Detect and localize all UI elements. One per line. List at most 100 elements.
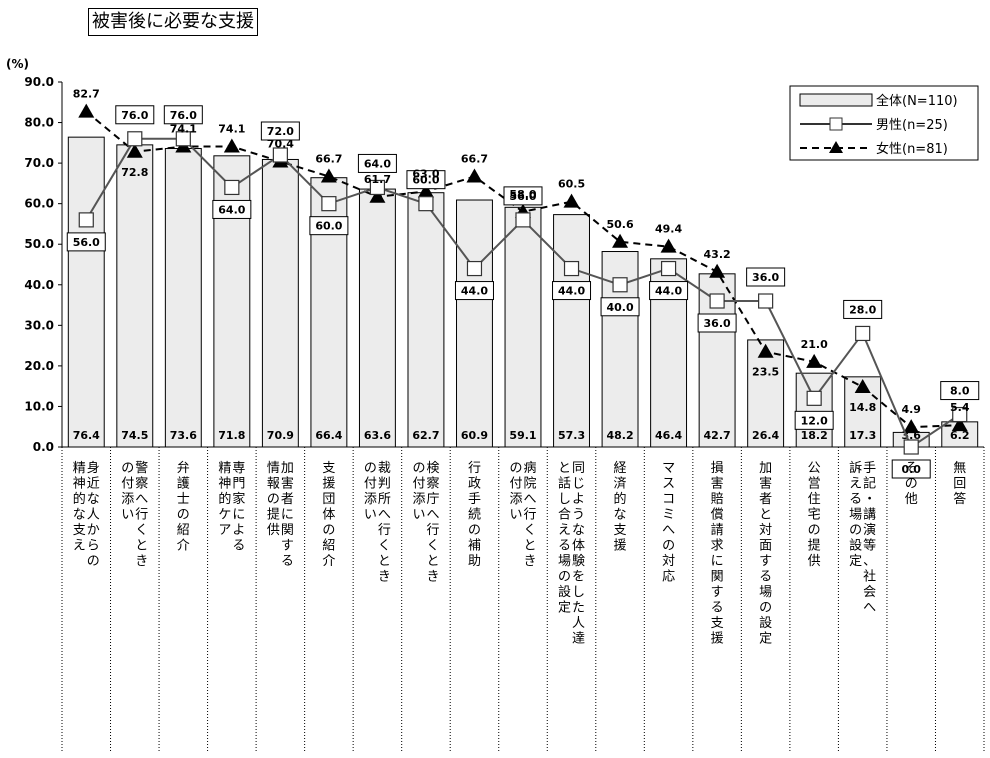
bar-value-label: 26.4 xyxy=(752,429,779,442)
bar-value-label: 46.4 xyxy=(655,429,682,442)
bar-value-label: 66.4 xyxy=(315,429,342,442)
bar-value-label: 6.2 xyxy=(950,429,970,442)
male-value-label: 60.0 xyxy=(315,220,342,233)
category-label: 精神的な支え xyxy=(73,461,86,554)
female-value-label: 58.0 xyxy=(509,188,536,201)
y-tick-label: 80.0 xyxy=(24,116,54,130)
female-point xyxy=(417,183,434,198)
female-value-label: 72.8 xyxy=(121,166,148,179)
y-tick-label: 60.0 xyxy=(24,197,54,211)
male-point xyxy=(321,196,337,212)
legend-label: 全体(N=110) xyxy=(876,93,958,109)
male-value-label: 64.0 xyxy=(364,157,391,170)
female-point xyxy=(806,353,823,368)
female-point xyxy=(854,378,871,393)
category-label: 無回答 xyxy=(953,461,966,507)
chart-title: 被害後に必要な支援 xyxy=(88,8,258,36)
male-point xyxy=(903,439,919,455)
female-value-label: 74.1 xyxy=(170,122,197,135)
female-point xyxy=(660,238,677,253)
female-value-label: 63.0 xyxy=(412,168,439,181)
female-point xyxy=(757,343,774,358)
line-labels-layer: 56.0 76.0 76.0 64.0 72.0 60.0 64.0 60.0 44.0 56.0… xyxy=(66,88,980,479)
y-tick-label: 90.0 xyxy=(24,75,54,89)
male-value-label: 76.0 xyxy=(121,109,148,122)
bar xyxy=(116,144,154,448)
category-label: 損害賠償請求に関する支援 xyxy=(711,461,724,647)
male-point xyxy=(612,277,628,293)
male-value-box xyxy=(649,281,689,301)
category-label: 検察庁へ行くとき xyxy=(426,461,439,585)
male-value-box xyxy=(212,199,252,219)
lines-layer xyxy=(78,103,968,455)
bar xyxy=(407,192,445,448)
male-value-box xyxy=(66,232,106,252)
male-value-label: 8.0 xyxy=(950,385,970,398)
legend-bar-swatch xyxy=(799,93,873,107)
male-point xyxy=(855,325,871,342)
bar-value-label: 59.1 xyxy=(509,429,536,442)
category-label: 情報の提供 xyxy=(267,461,280,538)
male-value-label: 36.0 xyxy=(704,317,731,330)
bar xyxy=(358,188,396,448)
male-value-label: 40.0 xyxy=(606,301,633,314)
female-point xyxy=(563,193,580,208)
category-label: 裁判所へ行くとき xyxy=(378,460,391,585)
male-point xyxy=(127,131,143,147)
male-value-box xyxy=(260,121,300,141)
category-label: の付添い xyxy=(412,461,425,523)
female-value-label: 66.7 xyxy=(461,152,488,165)
male-value-box xyxy=(697,313,737,333)
female-point xyxy=(951,417,968,432)
category-label: 行政手続の補助 xyxy=(468,461,481,569)
male-value-box xyxy=(940,381,980,401)
bar-value-label: 62.7 xyxy=(412,429,439,442)
bar xyxy=(164,148,202,448)
male-value-label: 76.0 xyxy=(170,109,197,122)
category-label: 公営住宅の提供 xyxy=(808,461,821,569)
male-point xyxy=(369,179,386,196)
female-point xyxy=(78,103,95,118)
female-point xyxy=(466,168,483,183)
female-point xyxy=(126,143,143,158)
category-label: 経済的な支援 xyxy=(614,461,627,554)
category-label: 専門家による xyxy=(232,461,245,554)
category-label: マスコミへの対応 xyxy=(662,461,675,585)
bar-value-label: 57.3 xyxy=(558,429,585,442)
category-label: と話し合える場の設定 xyxy=(558,461,571,616)
category-label: 警察へ行くとき xyxy=(135,460,148,569)
male-point xyxy=(78,212,94,228)
male-value-label: 0.0 xyxy=(901,463,921,476)
bar-value-label: 71.8 xyxy=(218,429,245,442)
bars-layer xyxy=(67,136,979,448)
male-value-box xyxy=(552,281,592,301)
male-value-box xyxy=(115,105,155,125)
male-value-box xyxy=(794,410,834,430)
female-value-label: 4.9 xyxy=(901,403,921,416)
female-value-label: 43.2 xyxy=(704,248,731,261)
bar-value-label: 74.5 xyxy=(121,429,148,442)
bar-value-label: 48.2 xyxy=(606,429,633,442)
male-value-label: 60.0 xyxy=(412,174,439,187)
y-tick-label: 40.0 xyxy=(24,278,54,292)
category-label: 病院へ行くとき xyxy=(523,461,536,569)
category-labels-layer: 身近な人からの精神的な支え警察へ行くときの付添い弁護士の紹介専門家による精神的ケ… xyxy=(73,460,966,647)
legend-male-marker xyxy=(829,117,843,131)
male-value-box xyxy=(309,216,349,236)
male-point xyxy=(175,131,191,147)
male-value-label: 12.0 xyxy=(801,414,828,427)
female-value-label: 61.7 xyxy=(364,173,391,186)
male-point xyxy=(272,147,288,163)
male-point xyxy=(806,390,822,406)
female-point xyxy=(369,188,386,203)
legend-label: 女性(n=81) xyxy=(876,141,948,157)
female-value-label: 14.8 xyxy=(849,401,876,414)
legend-female-marker xyxy=(829,141,843,153)
female-value-label: 50.6 xyxy=(606,218,633,231)
male-value-label: 44.0 xyxy=(655,285,682,298)
bar xyxy=(553,214,590,448)
y-tick-label: 30.0 xyxy=(24,318,54,332)
bar xyxy=(67,136,105,448)
category-label: 身近な人からの xyxy=(87,460,100,569)
